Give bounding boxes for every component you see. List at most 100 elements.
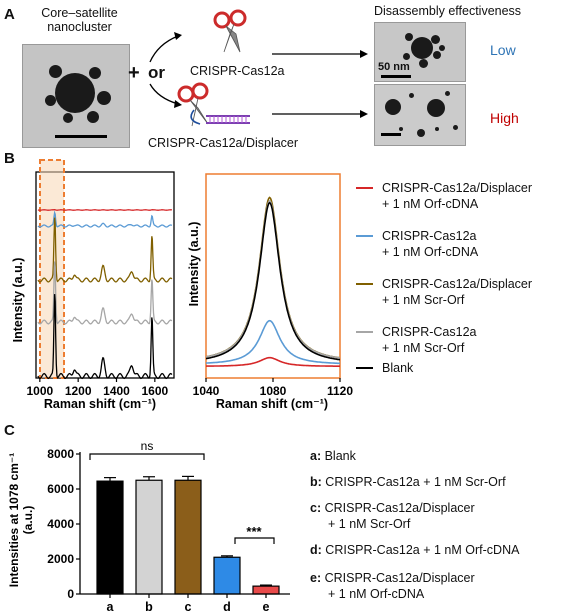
bar-ytick-label: 0: [67, 587, 74, 601]
left-trace-1: [37, 210, 173, 228]
right-trace-0: [205, 356, 340, 367]
bar-ytick-label: 8000: [47, 447, 74, 461]
highlight-box: [39, 159, 65, 379]
right-ticks: 1040 1080 1120: [193, 378, 353, 398]
arrow-head-right-2: [360, 110, 368, 118]
bar-legend-key: a:: [310, 449, 322, 463]
bar-category-label: d: [223, 600, 231, 614]
scale-bar: [55, 135, 107, 138]
left-trace-2: [37, 217, 173, 283]
core-satellite-label: Core–satellite nanocluster: [32, 6, 127, 34]
right-trace-4: [205, 201, 341, 361]
right-trace-1: [205, 319, 341, 365]
branch-arrows: [149, 35, 360, 115]
sig-bracket: [234, 537, 275, 544]
right-xtick-label: 1080: [260, 384, 287, 398]
bar-category-label: e: [263, 600, 270, 614]
legend-label: CRISPR-Cas12a + 1 nM Scr-Orf: [382, 325, 477, 355]
bar-legend-label: CRISPR-Cas12a/Displacer: [321, 501, 475, 515]
legend-label: Blank: [382, 361, 414, 375]
bar-legend-key: d:: [310, 543, 322, 557]
bar-legend-entry: c: CRISPR-Cas12a/Displacer + 1 nM Scr-Orf: [310, 501, 475, 531]
right-ylabel: Intensity (a.u.): [187, 222, 201, 307]
ns-label: ns: [141, 439, 154, 453]
plus-sign: +: [128, 62, 140, 84]
bar-e: [252, 585, 280, 595]
low-scale-bar: [381, 75, 411, 78]
bar-category-label: c: [185, 600, 192, 614]
cas12a-label: CRISPR-Cas12a: [190, 64, 285, 78]
bar-b: [135, 479, 163, 595]
left-traces: [37, 209, 173, 380]
sig-label: ***: [246, 524, 262, 539]
bar-category-label: a: [107, 600, 115, 614]
legend-swatch: [356, 367, 373, 369]
legend-label: CRISPR-Cas12a/Displacer + 1 nM Scr-Orf: [382, 277, 533, 307]
right-xtick-label: 1120: [327, 384, 353, 398]
left-trace-4: [37, 294, 173, 380]
left-trace-3: [37, 261, 173, 325]
panel-c-bar-chart: Intensities at 1078 cm⁻¹ (a.u.) 0 2000 400…: [7, 439, 290, 614]
bar-legend-key: b:: [310, 475, 322, 489]
ns-bracket: [89, 453, 205, 460]
legend-swatch: [356, 235, 373, 237]
panel-a-graphics: [149, 9, 368, 127]
bar-legend-label: Blank: [321, 449, 356, 463]
right-traces: [205, 196, 341, 367]
bar-legend-label: CRISPR-Cas12a/Displacer: [321, 571, 475, 585]
panel-b-charts: 1000 1200 1400 1600 Intensity (a.u.) Raman …: [11, 159, 353, 411]
left-xtick-label: 1200: [65, 384, 92, 398]
legend-label: CRISPR-Cas12a/Displacer + 1 nM Orf-cDNA: [382, 181, 533, 211]
core-satellite-label-line2: nanocluster: [47, 20, 112, 34]
scissors-displacer-icon: [177, 82, 250, 127]
scale-label: 50 nm: [378, 61, 410, 73]
high-disassembly-micrograph: [374, 84, 466, 146]
legend-swatch: [356, 187, 373, 189]
bar-ylabel: Intensities at 1078 cm⁻¹: [7, 453, 21, 587]
legend-swatch: [356, 331, 373, 333]
bar-legend-entry: e: CRISPR-Cas12a/Displacer + 1 nM Orf-cDN…: [310, 571, 475, 601]
core-satellite-label-line1: Core–satellite: [41, 6, 118, 20]
left-xlabel: Raman shift (cm⁻¹): [44, 397, 156, 411]
panel-b-letter: B: [4, 150, 15, 167]
panel-a-letter: A: [4, 6, 15, 23]
bar-legend-key: e:: [310, 571, 322, 585]
right-trace-3: [205, 199, 341, 359]
bar-legend-label: CRISPR-Cas12a + 1 nM Orf-cDNA: [321, 543, 520, 557]
bar-legend-entry: d: CRISPR-Cas12a + 1 nM Orf-cDNA: [310, 542, 560, 558]
panel-c-letter: C: [4, 422, 15, 439]
bar-ytick-label: 4000: [47, 517, 74, 531]
high-label: High: [490, 110, 519, 126]
or-label: or: [148, 63, 165, 82]
high-scale-bar: [381, 133, 401, 136]
bar-legend-label: CRISPR-Cas12a + 1 nM Scr-Orf: [321, 475, 506, 489]
left-xtick-label: 1600: [141, 384, 168, 398]
scissors-icon: [213, 9, 247, 53]
bar-legend-key: c:: [310, 501, 322, 515]
legend-label: CRISPR-Cas12a + 1 nM Orf-cDNA: [382, 229, 479, 259]
left-trace-0: [37, 209, 173, 211]
bar-ylabel-units: (a.u.): [21, 506, 35, 535]
bar-ytick-label: 2000: [47, 552, 74, 566]
low-label: Low: [490, 42, 516, 58]
displacer-label: CRISPR-Cas12a/Displacer: [148, 136, 299, 150]
right-xtick-label: 1040: [193, 384, 220, 398]
arrow-head-lower: [174, 100, 182, 108]
arrow-head-right-1: [360, 50, 368, 58]
bar-legend-entry: a: Blank: [310, 448, 560, 464]
arrow-head-upper: [174, 32, 182, 40]
left-ticks: 1000 1200 1400 1600: [26, 378, 169, 398]
bar-a: [96, 480, 124, 595]
bar-group: [96, 475, 280, 595]
bar-ytick-label: 6000: [47, 482, 74, 496]
left-ylabel: Intensity (a.u.): [11, 258, 25, 343]
bar-d: [213, 556, 241, 595]
nanocluster-micrograph: [22, 44, 130, 148]
bar-category-label: b: [145, 600, 153, 614]
bar-axes: 0 2000 4000 6000 8000 a b c d e: [47, 447, 290, 614]
low-disassembly-micrograph: 50 nm: [374, 22, 466, 82]
left-xtick-label: 1400: [103, 384, 130, 398]
left-xtick-label: 1000: [26, 384, 53, 398]
legend-swatch: [356, 283, 373, 285]
right-trace-2: [205, 196, 341, 359]
